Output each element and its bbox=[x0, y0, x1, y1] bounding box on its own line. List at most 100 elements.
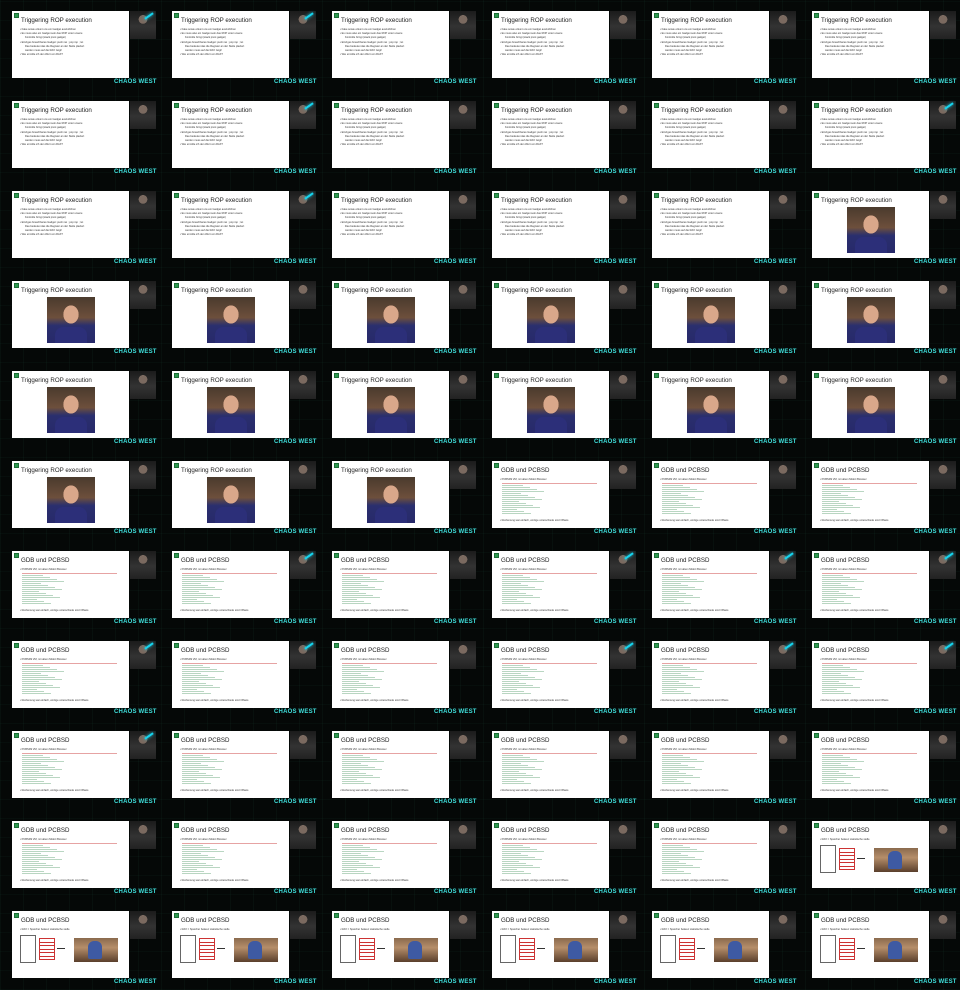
thumbnail-frame[interactable]: GDB und PCBSD • PCBSD9 VM, mit altem Mido… bbox=[320, 630, 480, 720]
code-line bbox=[662, 773, 686, 775]
photo-shirt bbox=[695, 327, 727, 343]
thumbnail-frame[interactable]: Triggering ROP execution CHAOS WEST bbox=[640, 360, 800, 450]
thumbnail-frame[interactable]: Triggering ROP execution CHAOS WEST bbox=[0, 360, 160, 450]
thumbnail-frame[interactable]: GDB und PCBSD • PCBSD9 VM, mit altem Mido… bbox=[0, 810, 160, 900]
bullet-line: • Rechenung war einfach, einzige untersc… bbox=[820, 699, 889, 702]
thumbnail-frame[interactable]: GDB und PCBSD • PCBSD9 VM, mit altem Mido… bbox=[480, 540, 640, 630]
code-line bbox=[502, 673, 521, 675]
brand-label: CHAOS WEST bbox=[274, 889, 317, 895]
thumbnail-frame[interactable]: Triggering ROP execution CHAOS WEST bbox=[480, 360, 640, 450]
bullet-line: werden muss auf die RAX zeigt! bbox=[505, 229, 542, 232]
code-line bbox=[22, 671, 64, 673]
thumbnail-frame[interactable]: Triggering ROP execution • Fake sowie erk… bbox=[480, 0, 640, 90]
thumbnail-frame[interactable]: Triggering ROP execution CHAOS WEST bbox=[0, 270, 160, 360]
stack-diagram bbox=[820, 845, 836, 873]
thumbnail-frame[interactable]: Triggering ROP execution CHAOS WEST bbox=[160, 450, 320, 540]
thumbnail-frame[interactable]: Triggering ROP execution CHAOS WEST bbox=[480, 270, 640, 360]
bullet-line: • Fake sowie erkunt uns ein Gadget auszu… bbox=[500, 118, 556, 121]
thumbnail-frame[interactable]: Triggering ROP execution • Fake sowie erk… bbox=[640, 180, 800, 270]
thumbnail-frame[interactable]: Triggering ROP execution • Fake sowie erk… bbox=[0, 0, 160, 90]
thumbnail-frame[interactable]: GDB und PCBSD • PCBSD9 VM, mit altem Mido… bbox=[160, 630, 320, 720]
bullet-line: werden muss auf die RAX zeigt! bbox=[25, 139, 62, 142]
thumbnail-frame[interactable]: Triggering ROP execution CHAOS WEST bbox=[160, 270, 320, 360]
thumbnail-frame[interactable]: GDB und PCBSD • PCBSD9 VM, mit altem Mido… bbox=[800, 540, 960, 630]
thumbnail-frame[interactable]: GDB und PCBSD • RAX = Speicher bekeuz sta… bbox=[640, 900, 800, 990]
thumbnail-frame[interactable]: Triggering ROP execution • Fake sowie erk… bbox=[640, 90, 800, 180]
thumbnail-frame[interactable]: Triggering ROP execution • Fake sowie erk… bbox=[480, 90, 640, 180]
thumbnail-frame[interactable]: GDB und PCBSD • PCBSD9 VM, mit altem Mido… bbox=[640, 630, 800, 720]
thumbnail-frame[interactable]: GDB und PCBSD • PCBSD9 VM, mit altem Mido… bbox=[320, 720, 480, 810]
thumbnail-frame[interactable]: Triggering ROP execution • Fake sowie erk… bbox=[320, 90, 480, 180]
slide-logo-icon bbox=[14, 283, 19, 288]
bullet-line: • Es muss also ein Gadget sein das ROP u… bbox=[340, 122, 403, 126]
thumbnail-frame[interactable]: Triggering ROP execution • Fake sowie erk… bbox=[320, 0, 480, 90]
memory-row bbox=[40, 943, 54, 946]
thumbnail-frame[interactable]: Triggering ROP execution CHAOS WEST bbox=[320, 270, 480, 360]
thumbnail-frame[interactable]: Triggering ROP execution CHAOS WEST bbox=[640, 270, 800, 360]
thumbnail-frame[interactable]: GDB und PCBSD • PCBSD9 VM, mit altem Mido… bbox=[320, 540, 480, 630]
thumbnail-frame[interactable]: Triggering ROP execution • Fake sowie erk… bbox=[480, 180, 640, 270]
slide: Triggering ROP execution bbox=[492, 371, 609, 438]
code-line bbox=[182, 763, 201, 765]
thumbnail-frame[interactable]: GDB und PCBSD • PCBSD9 VM, mit altem Mido… bbox=[160, 540, 320, 630]
photo-shirt bbox=[375, 507, 407, 523]
thumbnail-frame[interactable]: GDB und PCBSD • PCBSD9 VM, mit altem Mido… bbox=[160, 720, 320, 810]
code-line bbox=[502, 575, 523, 577]
brand-label: CHAOS WEST bbox=[594, 259, 637, 265]
thumbnail-frame[interactable]: GDB und PCBSD • RAX = Speicher bekeuz sta… bbox=[480, 900, 640, 990]
thumbnail-frame[interactable]: GDB und PCBSD • PCBSD9 VM, mit altem Mido… bbox=[640, 720, 800, 810]
code-line bbox=[182, 671, 224, 673]
thumbnail-frame[interactable]: Triggering ROP execution CHAOS WEST bbox=[320, 360, 480, 450]
slide-logo-icon bbox=[14, 553, 19, 558]
thumbnail-frame[interactable]: Triggering ROP execution CHAOS WEST bbox=[160, 360, 320, 450]
thumbnail-frame[interactable]: Triggering ROP execution • Fake sowie erk… bbox=[800, 0, 960, 90]
slide-logo-icon bbox=[654, 823, 659, 828]
code-line bbox=[342, 685, 373, 687]
thumbnail-frame[interactable]: Triggering ROP execution • Fake sowie erk… bbox=[160, 90, 320, 180]
code-line bbox=[662, 765, 688, 767]
thumbnail-frame[interactable]: GDB und PCBSD • RAX = Speicher bekeuz sta… bbox=[0, 900, 160, 990]
thumbnail-frame[interactable]: Triggering ROP execution • Fake sowie erk… bbox=[0, 180, 160, 270]
bullet-line: • Einziges brauchbares Gadget: push rax … bbox=[660, 130, 724, 134]
code-line bbox=[22, 693, 51, 695]
thumbnail-frame[interactable]: Triggering ROP execution CHAOS WEST bbox=[800, 360, 960, 450]
thumbnail-frame[interactable]: GDB und PCBSD • PCBSD9 VM, mit altem Mido… bbox=[480, 810, 640, 900]
thumbnail-frame[interactable]: Triggering ROP execution • Fake sowie erk… bbox=[640, 0, 800, 90]
thumbnail-frame[interactable]: GDB und PCBSD • PCBSD9 VM, mit altem Mido… bbox=[480, 630, 640, 720]
thumbnail-frame[interactable]: GDB und PCBSD • PCBSD9 VM, mit altem Mido… bbox=[800, 450, 960, 540]
thumbnail-frame[interactable]: GDB und PCBSD • PCBSD9 VM, mit altem Mido… bbox=[480, 720, 640, 810]
bullet-line: Kontrolle bringt (stack pivot gadget) bbox=[185, 216, 226, 220]
bullet-line: • PCBSD9 VM, mit altem Midori Browser bbox=[660, 748, 707, 751]
thumbnail-frame[interactable]: Triggering ROP execution CHAOS WEST bbox=[800, 270, 960, 360]
thumbnail-frame[interactable]: Triggering ROP execution CHAOS WEST bbox=[800, 180, 960, 270]
thumbnail-frame[interactable]: GDB und PCBSD • RAX = Speicher bekeuz sta… bbox=[320, 900, 480, 990]
thumbnail-frame[interactable]: GDB und PCBSD • PCBSD9 VM, mit altem Mido… bbox=[320, 810, 480, 900]
brand-label: CHAOS WEST bbox=[434, 619, 477, 625]
thumbnail-frame[interactable]: GDB und PCBSD • PCBSD9 VM, mit altem Mido… bbox=[640, 810, 800, 900]
thumbnail-frame[interactable]: Triggering ROP execution • Fake sowie erk… bbox=[0, 90, 160, 180]
slide: Triggering ROP execution bbox=[652, 371, 769, 438]
code-line bbox=[822, 771, 839, 773]
thumbnail-frame[interactable]: GDB und PCBSD • RAX = Speicher bekeuz sta… bbox=[800, 900, 960, 990]
thumbnail-frame[interactable]: GDB und PCBSD • PCBSD9 VM, mit altem Mido… bbox=[0, 720, 160, 810]
thumbnail-frame[interactable]: Triggering ROP execution • Fake sowie erk… bbox=[320, 180, 480, 270]
thumbnail-frame[interactable]: GDB und PCBSD • RAX = Speicher bekeuz sta… bbox=[800, 810, 960, 900]
thumbnail-frame[interactable]: GDB und PCBSD • PCBSD9 VM, mit altem Mido… bbox=[480, 450, 640, 540]
thumbnail-frame[interactable]: GDB und PCBSD • PCBSD9 VM, mit altem Mido… bbox=[0, 540, 160, 630]
thumbnail-frame[interactable]: Triggering ROP execution • Fake sowie erk… bbox=[800, 90, 960, 180]
thumbnail-frame[interactable]: GDB und PCBSD • RAX = Speicher bekeuz sta… bbox=[160, 900, 320, 990]
thumbnail-frame[interactable]: GDB und PCBSD • PCBSD9 VM, mit altem Mido… bbox=[640, 450, 800, 540]
thumbnail-frame[interactable]: Triggering ROP execution • Fake sowie erk… bbox=[160, 180, 320, 270]
code-line bbox=[822, 505, 853, 507]
bullet-line: • PCBSD9 VM, mit altem Midori Browser bbox=[660, 478, 707, 481]
thumbnail-frame[interactable]: Triggering ROP execution CHAOS WEST bbox=[320, 450, 480, 540]
thumbnail-frame[interactable]: Triggering ROP execution CHAOS WEST bbox=[0, 450, 160, 540]
thumbnail-frame[interactable]: GDB und PCBSD • PCBSD9 VM, mit altem Mido… bbox=[640, 540, 800, 630]
thumbnail-frame[interactable]: GDB und PCBSD • PCBSD9 VM, mit altem Mido… bbox=[800, 720, 960, 810]
thumbnail-frame[interactable]: GDB und PCBSD • PCBSD9 VM, mit altem Mido… bbox=[800, 630, 960, 720]
code-line bbox=[662, 511, 684, 513]
slide-logo-icon bbox=[494, 553, 499, 558]
thumbnail-frame[interactable]: Triggering ROP execution • Fake sowie erk… bbox=[160, 0, 320, 90]
thumbnail-frame[interactable]: GDB und PCBSD • PCBSD9 VM, mit altem Mido… bbox=[160, 810, 320, 900]
thumbnail-frame[interactable]: GDB und PCBSD • PCBSD9 VM, mit altem Mido… bbox=[0, 630, 160, 720]
